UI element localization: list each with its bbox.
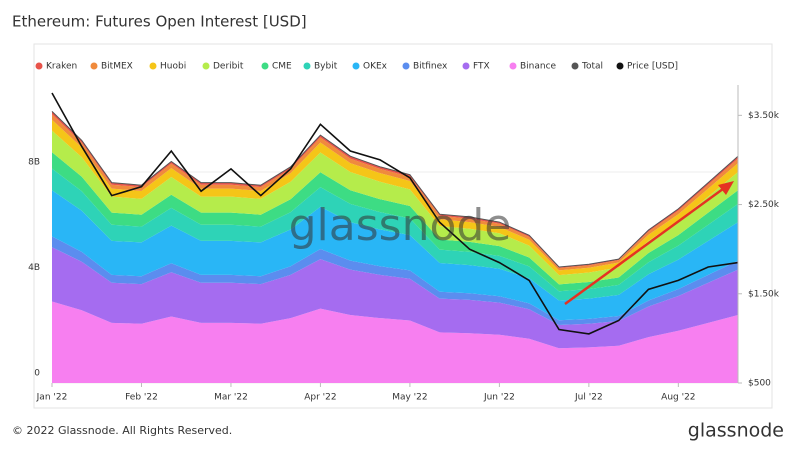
- x-tick-label: Jun '22: [483, 393, 515, 403]
- legend-marker: [462, 62, 470, 70]
- legend-marker: [571, 62, 579, 70]
- legend-marker: [402, 62, 410, 70]
- area: [52, 190, 738, 321]
- y2-tick-label: $3.50k: [748, 111, 780, 121]
- legend-label: Bitfinex: [413, 62, 448, 72]
- footer: © 2022 Glassnode. All Rights Reserved.: [12, 424, 232, 437]
- legend-label: Price [USD]: [627, 62, 678, 72]
- x-tick-label: Jan '22: [36, 393, 68, 403]
- arrow-head: [718, 181, 734, 195]
- line: [51, 111, 739, 268]
- legend-marker: [261, 62, 269, 70]
- chart-frame: [33, 43, 773, 409]
- trend-arrow: [564, 184, 728, 306]
- legend-marker: [149, 62, 157, 70]
- chart-title: Ethereum: Futures Open Interest [USD]: [12, 13, 307, 31]
- y2-tick-label: $2.50k: [748, 200, 780, 210]
- area: [52, 301, 738, 383]
- legend-label: Deribit: [213, 62, 244, 72]
- x-tick-label: Aug '22: [661, 393, 695, 403]
- x-tick-label: Apr '22: [304, 393, 336, 403]
- y-tick-label: 8B: [28, 158, 40, 168]
- x-tick-label: Jul '22: [574, 393, 603, 403]
- legend-label: Kraken: [46, 62, 77, 72]
- legend-marker: [35, 62, 43, 70]
- legend-label: Huobi: [160, 62, 186, 72]
- area: [52, 168, 738, 301]
- x-tick-label: Feb '22: [125, 393, 158, 403]
- legend-marker: [202, 62, 210, 70]
- legend-marker: [616, 62, 624, 70]
- legend-label: FTX: [473, 62, 490, 72]
- x-tick-label: Mar '22: [214, 393, 248, 403]
- logo: glassnode: [688, 420, 784, 442]
- legend-marker: [509, 62, 517, 70]
- x-tick-label: May '22: [392, 393, 427, 403]
- legend-marker: [303, 62, 311, 70]
- legend-marker: [90, 62, 98, 70]
- y-tick-label: 4B: [28, 263, 40, 273]
- y2-tick-label: $1.50k: [748, 289, 780, 299]
- y2-tick-label: $500: [748, 379, 771, 389]
- legend-label: Binance: [520, 62, 557, 72]
- legend-label: Bybit: [314, 62, 338, 72]
- y-tick-label: 0: [34, 369, 40, 379]
- watermark: glassnode: [289, 200, 512, 251]
- area: [52, 247, 738, 349]
- legend-label: OKEx: [363, 62, 388, 72]
- legend-marker: [352, 62, 360, 70]
- line: [51, 92, 739, 335]
- plot-area: [51, 92, 739, 384]
- legend-label: CME: [272, 62, 292, 72]
- legend-label: BitMEX: [101, 62, 133, 72]
- legend-label: Total: [581, 62, 603, 72]
